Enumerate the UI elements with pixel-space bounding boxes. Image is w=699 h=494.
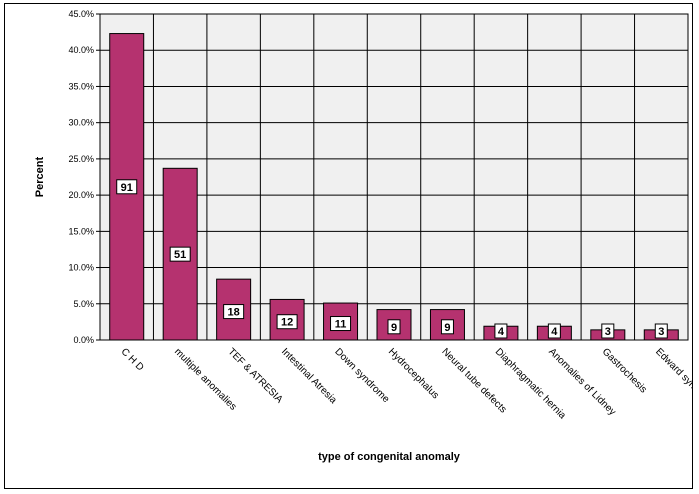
- data-labels: 91 51 18 12 11 9 9 4 4 3 3: [116, 179, 668, 339]
- y-tick-label: 0.0%: [73, 335, 94, 345]
- data-label-box: [440, 319, 454, 335]
- data-label: 4: [498, 326, 505, 338]
- data-label: 11: [335, 319, 347, 331]
- x-axis-title: type of congenital anomaly: [318, 451, 461, 463]
- y-tick-label: 40.0%: [68, 45, 94, 55]
- data-label-box: [601, 323, 615, 339]
- x-tick-label: C H D: [119, 346, 146, 373]
- y-tick-label: 30.0%: [68, 118, 94, 128]
- y-tick-label: 10.0%: [68, 263, 94, 273]
- y-axis-title: Percent: [34, 156, 46, 197]
- data-label: 91: [121, 182, 133, 194]
- y-tick-label: 15.0%: [68, 226, 94, 236]
- gridlines: [100, 13, 688, 341]
- data-label-box: [276, 314, 298, 330]
- x-tick-label: Hydrocephalus: [386, 346, 441, 401]
- data-label: 3: [605, 326, 611, 338]
- data-label-box: [116, 179, 138, 195]
- y-axis-ticks: 0.0% 5.0% 10.0% 15.0% 20.0% 25.0% 30.0% 35.0% 40…: [68, 9, 100, 345]
- data-label-box: [654, 323, 668, 339]
- data-label: 18: [228, 307, 240, 319]
- data-label: 51: [174, 249, 186, 261]
- bar: [269, 298, 305, 341]
- y-tick-label: 45.0%: [68, 9, 94, 19]
- bar-chart: 0.0% 5.0% 10.0% 15.0% 20.0% 25.0% 30.0% 35.0% 40…: [34, 9, 692, 463]
- data-label-box: [387, 319, 401, 335]
- x-tick-label: Edward syndrome: [653, 346, 692, 411]
- chart-frame: 0.0% 5.0% 10.0% 15.0% 20.0% 25.0% 30.0% 35.0% 40…: [4, 3, 693, 489]
- data-label-box: [547, 323, 561, 339]
- x-tick-label: Down syndrome: [332, 346, 391, 405]
- y-tick-label: 5.0%: [73, 299, 94, 309]
- x-tick-label: TEF & ATRESIA: [226, 346, 285, 405]
- data-label: 3: [658, 326, 664, 338]
- y-tick-label: 20.0%: [68, 190, 94, 200]
- data-label: 4: [551, 326, 558, 338]
- data-label: 12: [281, 317, 293, 329]
- x-tick-label: Gastrochesis: [600, 346, 649, 395]
- data-label-box: [223, 304, 245, 320]
- data-label-box: [494, 323, 508, 339]
- y-tick-label: 25.0%: [68, 154, 94, 164]
- data-label: 9: [444, 322, 450, 334]
- plot-area: [99, 13, 689, 341]
- y-tick-label: 35.0%: [68, 81, 94, 91]
- x-tick-label: Intestinal Atresia: [279, 346, 339, 406]
- data-label-box: [330, 316, 352, 332]
- data-label-box: [169, 246, 191, 262]
- data-label: 9: [391, 322, 397, 334]
